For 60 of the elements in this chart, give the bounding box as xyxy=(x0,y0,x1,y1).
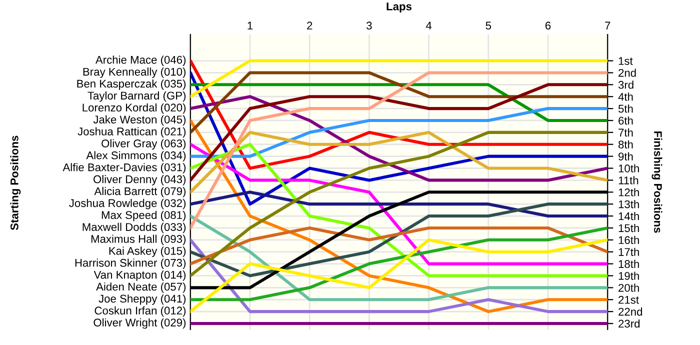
y-tick-label: 11th xyxy=(618,176,638,184)
series-label: Max Speed (081) xyxy=(102,210,186,222)
series-label: Maxwell Dodds (033) xyxy=(82,222,186,234)
series-label: Alex Simmons (034) xyxy=(86,151,186,162)
y-tick-label: 18th xyxy=(618,260,639,268)
x-tick-label: 2 xyxy=(307,22,312,30)
series-label: Bray Kenneally (010) xyxy=(83,68,186,78)
series-label: Archie Mace (046) xyxy=(95,56,186,66)
y-tick-label: 9th xyxy=(618,152,633,160)
x-tick-label: 7 xyxy=(605,22,610,30)
x-tick-label: 6 xyxy=(545,22,551,30)
series-label: Joshua Rowledge (032) xyxy=(69,198,186,210)
x-tick-label: 4 xyxy=(426,22,432,30)
series-label: Kai Askey (015) xyxy=(109,246,186,258)
y-tick-label: 5th xyxy=(618,104,633,113)
y-tick-label: 3rd xyxy=(618,80,634,89)
series-label: Joshua Rattican (021) xyxy=(78,127,186,138)
series-label: Taylor Barnard (GP) xyxy=(88,91,186,102)
series-label: Lorenzo Kordal (020) xyxy=(82,103,186,114)
y-tick-label: 4th xyxy=(618,92,633,101)
y-axis-title: Finishing Positions xyxy=(652,132,662,233)
series-label: Harrison Skinner (073) xyxy=(75,258,186,269)
series-label: Alicia Barrett (079) xyxy=(94,186,186,198)
y-tick-label: 6th xyxy=(618,116,633,125)
series-label: Jake Weston (045) xyxy=(93,115,186,126)
y-tick-label: 20th xyxy=(618,284,639,292)
y-tick-label: 16th xyxy=(618,236,639,244)
x-tick-label: 5 xyxy=(486,22,492,30)
series-label: Oliver Denny (043) xyxy=(94,175,186,186)
y-tick-label: 1st xyxy=(618,57,633,65)
y-tick-label: 17th xyxy=(618,248,639,256)
series-label: Alfie Baxter-Davies (031) xyxy=(62,163,186,174)
x-tick-label: 3 xyxy=(366,22,372,30)
y-tick-label: 19th xyxy=(618,272,639,280)
y-tick-label: 2nd xyxy=(618,68,636,77)
series-label: Ben Kasperczak (035) xyxy=(77,79,186,90)
y-tick-label: 23rd xyxy=(618,319,640,328)
y-tick-label: 22nd xyxy=(618,308,642,316)
line-series xyxy=(190,130,608,194)
y-tick-label: 14th xyxy=(618,212,639,220)
y-tick-label: 10th xyxy=(618,164,639,172)
series-label: Coskun Irfan (012) xyxy=(94,306,186,317)
y-tick-label: 15th xyxy=(618,224,639,232)
series-label: Joe Sheppy (041) xyxy=(98,294,186,305)
line-series xyxy=(190,226,608,266)
line-series xyxy=(190,107,608,158)
y-tick-label: 13th xyxy=(618,200,639,208)
series-label: Aiden Neate (057) xyxy=(96,282,186,293)
series-label: Oliver Wright (029) xyxy=(94,318,186,329)
y-tick-label: 12th xyxy=(618,188,639,196)
y-tick-label: 7th xyxy=(618,128,633,137)
x-axis-title: Laps xyxy=(386,2,412,13)
series-label: Oliver Gray (063) xyxy=(102,139,186,150)
y-tick-label: 8th xyxy=(618,140,633,149)
series-label: Van Knapton (014) xyxy=(94,270,186,281)
x-tick-label: 1 xyxy=(248,22,253,30)
y-tick-label: 21st xyxy=(618,296,639,304)
series-label: Maximus Hall (093) xyxy=(91,234,186,246)
line-series xyxy=(190,202,608,278)
text: Starting Positions xyxy=(10,136,21,230)
